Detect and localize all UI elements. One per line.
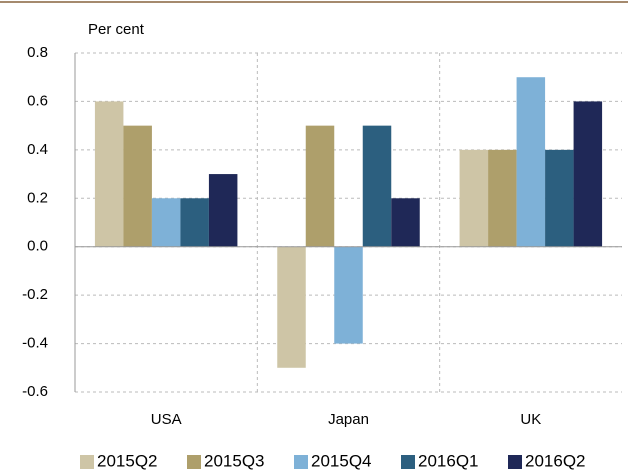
legend-label: 2015Q2	[97, 451, 158, 470]
y-tick-label: 0.2	[27, 189, 48, 206]
bar	[545, 149, 574, 247]
legend-label: 2015Q4	[311, 451, 372, 470]
bar	[573, 101, 603, 247]
y-tick-label: 0.6	[27, 92, 48, 109]
y-tick-label: 0.8	[27, 44, 48, 61]
bar	[123, 125, 152, 247]
bar	[488, 149, 517, 247]
bar	[516, 77, 546, 247]
x-tick-label: USA	[151, 411, 182, 428]
legend-label: 2016Q1	[418, 451, 479, 470]
y-tick-label: 0.4	[27, 141, 48, 158]
y-tick-label: 0.0	[27, 238, 48, 255]
x-tick-label: Japan	[328, 411, 369, 428]
bar	[305, 125, 335, 247]
y-tick-label: -0.6	[22, 383, 48, 400]
legend-swatch	[187, 455, 201, 469]
legend-swatch	[401, 455, 415, 469]
legend-swatch	[80, 455, 94, 469]
x-tick-label: UK	[520, 411, 541, 428]
y-tick-label: -0.2	[22, 286, 48, 303]
y-tick-label: -0.4	[22, 335, 48, 352]
legend-swatch	[508, 455, 522, 469]
legend-label: 2016Q2	[525, 451, 586, 470]
bar	[180, 198, 209, 247]
legend-label: 2015Q3	[204, 451, 265, 470]
bar	[94, 101, 124, 247]
bar	[459, 149, 489, 247]
bar	[391, 198, 420, 247]
bar	[362, 125, 392, 247]
bar	[208, 174, 238, 247]
legend-swatch	[294, 455, 308, 469]
y-axis-label: Per cent	[88, 21, 145, 38]
bar	[277, 246, 306, 368]
bar	[151, 198, 181, 247]
bar	[334, 246, 363, 344]
